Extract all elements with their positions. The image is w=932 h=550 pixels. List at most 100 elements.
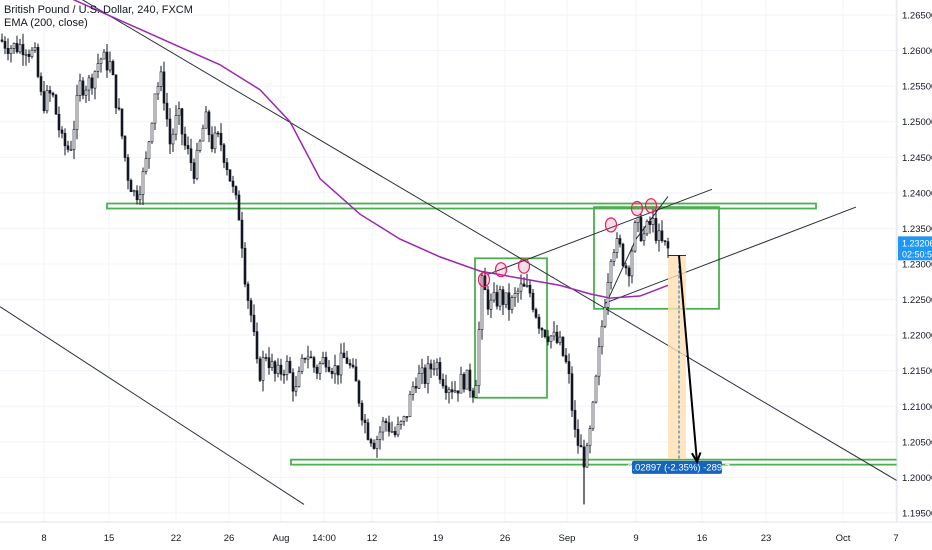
zone-rectangle <box>290 458 927 466</box>
time-tick-label: 26 <box>224 533 235 544</box>
candle-body <box>72 129 76 150</box>
candle-body <box>285 360 289 375</box>
candle-body <box>324 357 328 368</box>
trend-line <box>607 238 637 300</box>
price-tick-label: 1.20500 <box>902 437 932 448</box>
candle-body <box>24 53 28 56</box>
swing-point-marker <box>477 272 491 288</box>
candle-body <box>171 133 175 145</box>
candle-body <box>45 90 49 112</box>
candle-body <box>327 366 331 372</box>
zone-rectangle <box>474 257 548 399</box>
candle-body <box>564 355 568 362</box>
candle-body <box>438 362 442 380</box>
swing-point-marker <box>494 262 508 278</box>
candle-body <box>402 416 406 422</box>
candle-body <box>615 238 619 253</box>
candle-body <box>525 284 529 287</box>
price-axis[interactable]: 1.26500 1.26000 1.25500 1.25000 1.24500 1.240… <box>896 0 932 550</box>
candle-body <box>498 289 502 307</box>
candle-body <box>441 379 445 387</box>
candle-body <box>90 77 94 89</box>
trend-line <box>81 0 901 483</box>
candle-body <box>15 43 19 53</box>
candle-body <box>492 292 496 301</box>
candle-body <box>129 180 133 193</box>
candle-body <box>63 133 67 147</box>
price-range-measure[interactable]: -0.02897 (-2.35%) -289.7 <box>624 254 730 474</box>
candle-body <box>51 92 55 96</box>
candle-body <box>450 389 454 393</box>
candle-body <box>249 300 253 316</box>
trend-lines[interactable] <box>0 0 901 505</box>
price-tick-label: 1.23000 <box>902 260 932 271</box>
time-axis[interactable]: 8 15 22 26 Aug 14:00 12 19 26 Sep 9 16 23 Oct 7 <box>0 521 932 550</box>
candle-body <box>630 250 634 277</box>
candle-body <box>294 386 298 392</box>
candle-body <box>459 373 463 394</box>
candle-body <box>3 40 7 49</box>
candle-body <box>57 113 61 131</box>
candle-body <box>639 217 643 242</box>
candle-body <box>396 424 400 436</box>
candle-body <box>204 111 208 129</box>
candle-body <box>522 283 526 287</box>
candle-body <box>570 373 574 411</box>
candle-body <box>231 180 235 187</box>
candle-body <box>114 74 118 109</box>
candle-body <box>0 39 4 42</box>
swing-markers[interactable] <box>477 198 658 288</box>
candle-body <box>354 366 358 382</box>
swing-point-marker <box>517 258 531 274</box>
time-tick-label: 16 <box>697 533 708 544</box>
price-tick-label: 1.24500 <box>902 153 932 164</box>
trend-line <box>0 306 305 505</box>
candle-body <box>585 445 589 468</box>
arrow-shaft <box>678 255 698 462</box>
candle-body <box>135 190 139 201</box>
candle-body <box>483 275 487 291</box>
indicator-title[interactable]: EMA (200, close) <box>4 17 88 29</box>
candle-body <box>591 401 595 429</box>
candle-body <box>258 358 262 381</box>
candle-body <box>600 325 604 348</box>
candle-body <box>510 297 514 310</box>
candle-body <box>27 53 31 57</box>
candle-body <box>108 61 112 71</box>
candle-body <box>123 135 127 158</box>
candle-body <box>69 149 73 151</box>
candle-body <box>117 107 121 110</box>
candle-body <box>81 80 85 96</box>
arrow-head <box>691 452 702 465</box>
candle-body <box>276 364 280 374</box>
time-tick-label: 22 <box>171 533 182 544</box>
candle-body <box>36 47 40 77</box>
candle-body <box>474 385 478 398</box>
projection-arrow[interactable] <box>678 255 702 465</box>
candle-body <box>420 367 424 374</box>
candle-body <box>234 186 238 196</box>
candle-body <box>312 357 316 368</box>
time-tick-label: 23 <box>761 533 772 544</box>
candle-body <box>480 275 484 331</box>
candle-body <box>636 217 640 223</box>
candle-body <box>543 329 547 338</box>
candle-body <box>60 129 64 134</box>
candle-body <box>273 361 277 374</box>
candle-body <box>363 419 367 423</box>
candle-body <box>132 190 136 193</box>
candle-body <box>426 363 430 384</box>
candle-body <box>39 76 43 92</box>
candle-body <box>330 371 334 375</box>
candle-body <box>597 346 601 377</box>
candle-body <box>75 95 79 130</box>
symbol-title[interactable]: British Pound / U.S. Dollar, 240, FXCM <box>4 4 193 16</box>
candle-body <box>663 240 667 242</box>
candle-body <box>486 289 490 310</box>
candle-body <box>453 390 457 393</box>
candle-body <box>138 194 142 201</box>
candle-body <box>282 373 286 376</box>
candle-body <box>660 230 664 241</box>
candle-body <box>240 219 244 249</box>
